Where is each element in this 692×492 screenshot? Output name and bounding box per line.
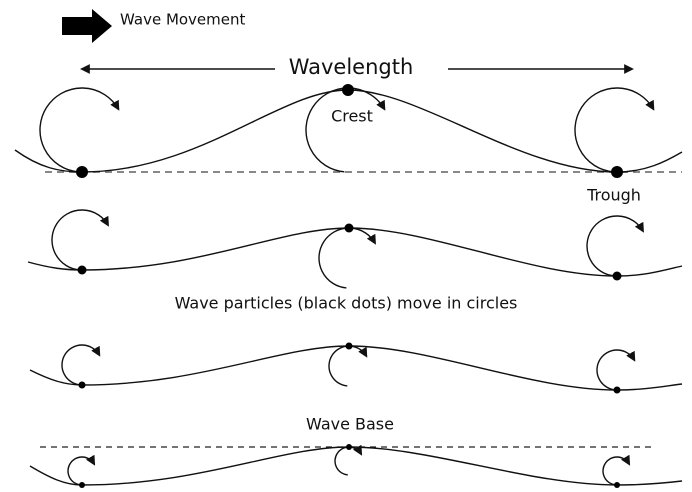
particle-orbit — [67, 454, 96, 486]
particle-orbit — [305, 87, 386, 173]
movement-arrow-icon — [62, 9, 112, 43]
wave-particle — [612, 271, 622, 281]
particle-orbit — [596, 349, 636, 391]
wave-base-label: Wave Base — [306, 415, 394, 434]
particle-orbit — [334, 444, 363, 476]
wave-particle — [342, 84, 354, 96]
particle-orbit — [602, 454, 631, 486]
particle-orbit — [328, 345, 368, 387]
wave-particle — [345, 342, 353, 350]
particle-orbit — [586, 215, 644, 277]
caption: Wave particles (black dots) move in circ… — [175, 294, 518, 313]
particle-orbit — [318, 227, 376, 289]
wave-particle — [346, 444, 352, 450]
wave-particle — [614, 482, 620, 488]
wave-particle — [76, 166, 88, 178]
wave-particle — [77, 265, 87, 275]
wave-particle — [78, 381, 86, 389]
crest-label: Crest — [331, 107, 373, 126]
wave-movement-label: Wave Movement — [120, 11, 246, 29]
particle-orbit — [61, 344, 101, 386]
wavelength-label: Wavelength — [289, 55, 414, 79]
wave-particle — [611, 166, 623, 178]
trough-label: Trough — [586, 186, 641, 205]
particle-orbit — [39, 87, 120, 173]
wave-particle — [613, 386, 621, 394]
wave-particle — [344, 223, 354, 233]
particle-orbit — [574, 87, 655, 173]
wave-particle — [79, 482, 85, 488]
particle-orbit — [51, 209, 109, 271]
